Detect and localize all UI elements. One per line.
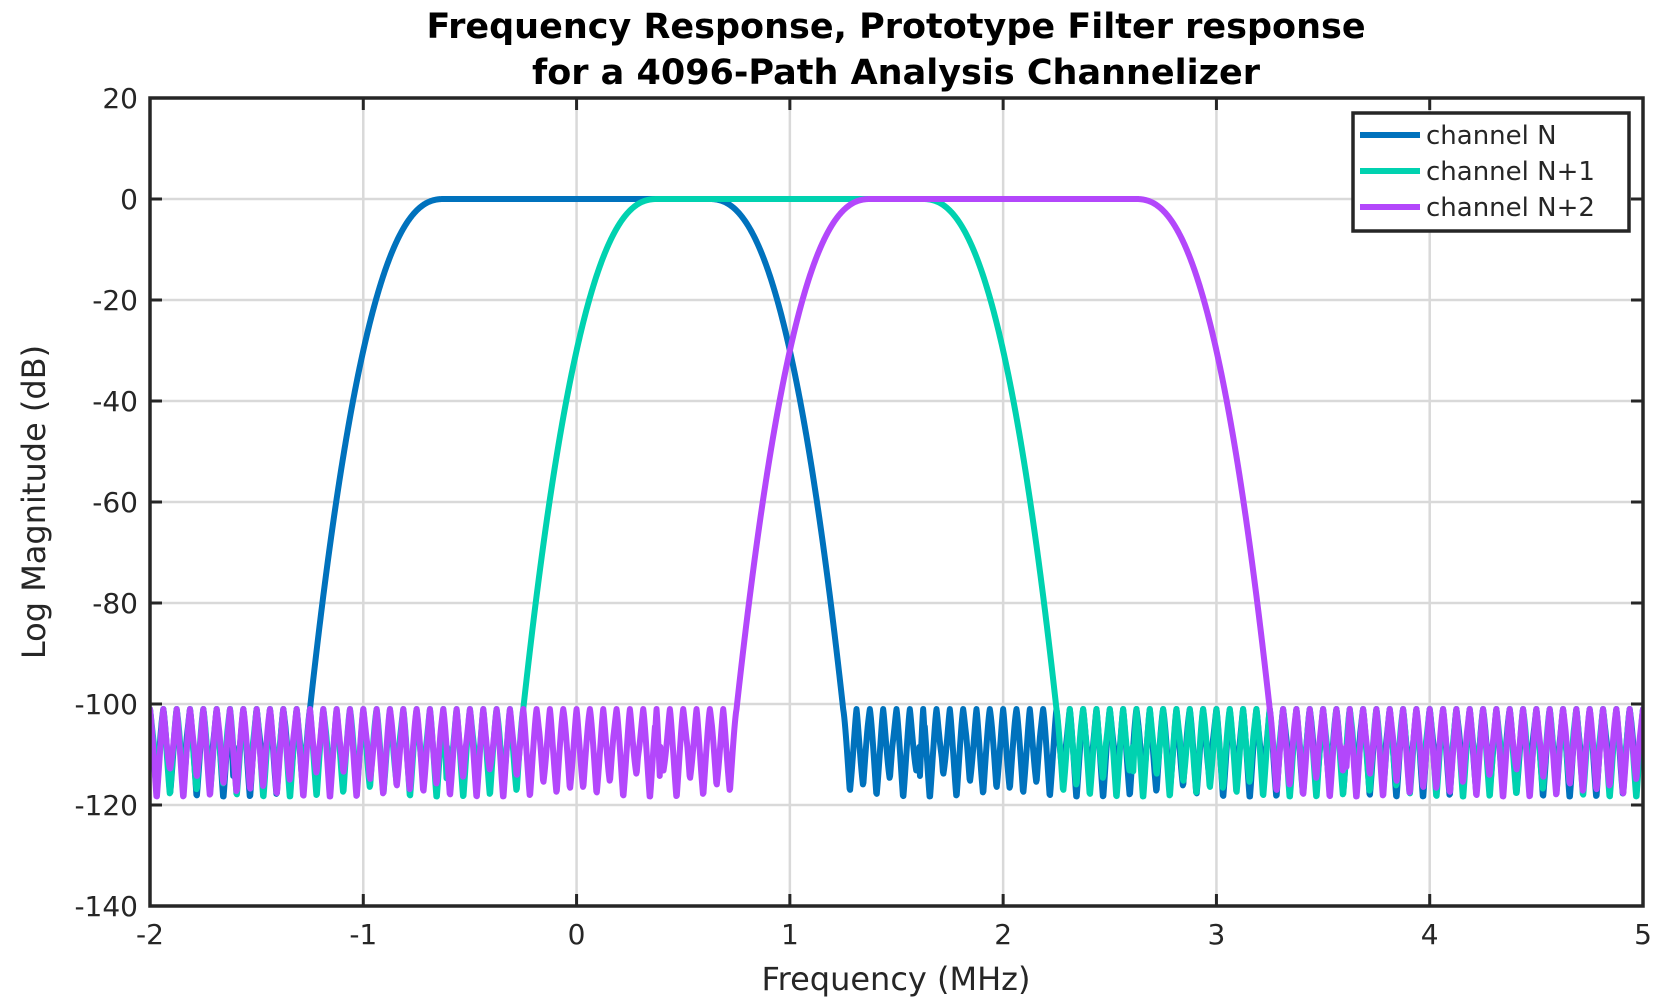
x-axis-label: Frequency (MHz)	[762, 960, 1031, 998]
y-tick-label: -120	[74, 789, 138, 822]
x-tick-label: 5	[1634, 918, 1652, 951]
x-tick-label: -2	[136, 918, 164, 951]
y-tick-label: -100	[74, 688, 138, 721]
legend-label-channel-n: channel N	[1426, 121, 1557, 151]
y-tick-label: 0	[120, 183, 138, 216]
series-lines	[150, 196, 1643, 800]
x-tick-label: 4	[1421, 918, 1439, 951]
x-tick-label: 0	[568, 918, 586, 951]
y-tick-label: -20	[92, 284, 138, 317]
x-tick-label: 2	[994, 918, 1012, 951]
tick-marks	[148, 96, 1645, 908]
x-tick-label: -1	[349, 918, 377, 951]
chart-title-line-2: for a 4096-Path Analysis Channelizer	[532, 53, 1261, 93]
y-tick-label: 20	[102, 82, 138, 115]
y-tick-labels: 20 0 -20 -40 -60 -80 -100 -120 -140	[74, 82, 138, 923]
series-line-2	[150, 196, 1643, 800]
chart-title-line-1: Frequency Response, Prototype Filter res…	[426, 7, 1365, 47]
plot-area	[150, 196, 1643, 800]
x-tick-labels: -2 -1 0 1 2 3 4 5	[136, 918, 1652, 951]
y-tick-label: -80	[92, 587, 138, 620]
y-axis-label: Log Magnitude (dB)	[15, 345, 53, 659]
legend: channel N channel N+1 channel N+2	[1351, 111, 1631, 233]
y-tick-label: -40	[92, 385, 138, 418]
y-tick-label: -140	[74, 890, 138, 923]
legend-label-channel-n-plus-2: channel N+2	[1426, 193, 1595, 223]
legend-label-channel-n-plus-1: channel N+1	[1426, 157, 1595, 187]
x-tick-label: 3	[1208, 918, 1226, 951]
y-tick-label: -60	[92, 486, 138, 519]
x-tick-label: 1	[781, 918, 799, 951]
